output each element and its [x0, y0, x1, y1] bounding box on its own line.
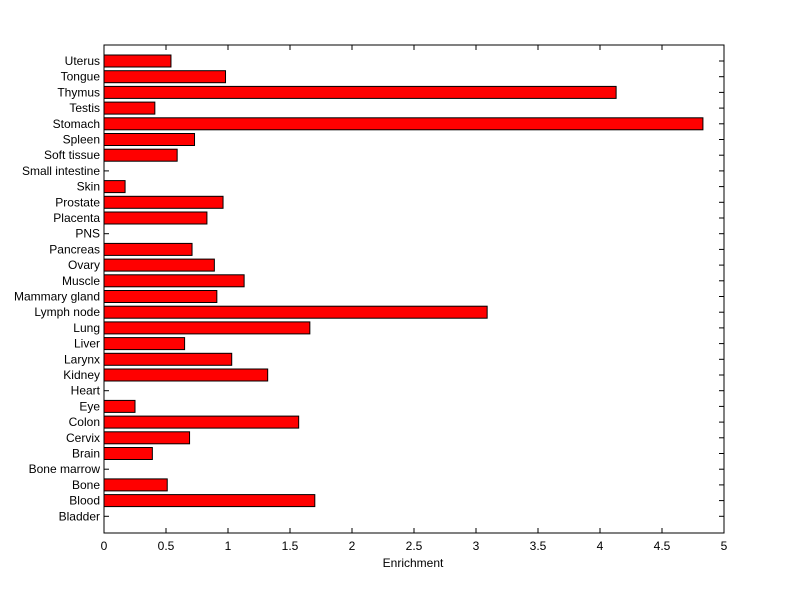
bar-brain: [103, 447, 153, 460]
category-label-ovary: Ovary: [68, 258, 100, 272]
x-tick-label: 3.5: [530, 539, 547, 553]
category-label-blood: Blood: [69, 494, 100, 508]
category-label-pancreas: Pancreas: [49, 242, 100, 256]
category-label-spleen: Spleen: [63, 133, 100, 147]
bar-ovary: [103, 258, 215, 272]
category-label-liver: Liver: [74, 337, 100, 351]
category-label-cervix: Cervix: [66, 431, 100, 445]
bar-placenta: [103, 211, 208, 225]
category-label-small-intestine: Small intestine: [22, 164, 100, 178]
bar-soft-tissue: [103, 148, 178, 162]
category-label-tongue: Tongue: [61, 70, 101, 84]
category-label-brain: Brain: [72, 447, 100, 461]
category-label-stomach: Stomach: [53, 117, 100, 131]
category-label-placenta: Placenta: [53, 211, 100, 225]
x-tick-labels: 0 0.5 1 1.5 2 2.5 3 3.5 4 4.5 5: [101, 539, 728, 553]
category-label-bone: Bone: [72, 478, 100, 492]
bar-skin: [103, 180, 126, 194]
category-label-eye: Eye: [79, 399, 100, 413]
x-axis-label: Enrichment: [383, 556, 444, 570]
bar-uterus: [103, 54, 172, 68]
category-label-uterus: Uterus: [65, 54, 100, 68]
bar-cervix: [103, 431, 191, 445]
category-label-bladder: Bladder: [59, 509, 100, 523]
bar-blood: [103, 494, 316, 508]
category-label-prostate: Prostate: [55, 195, 100, 209]
category-label-soft-tissue: Soft tissue: [44, 148, 100, 162]
category-label-testis: Testis: [69, 101, 100, 115]
bar-colon: [103, 415, 300, 429]
category-label-lung: Lung: [73, 321, 100, 335]
x-tick-label: 2: [349, 539, 356, 553]
category-label-bone-marrow: Bone marrow: [29, 462, 101, 476]
x-tick-label: 0: [101, 539, 108, 553]
bar-prostate: [103, 195, 224, 209]
category-label-colon: Colon: [69, 415, 100, 429]
bar-kidney: [103, 368, 269, 382]
x-tick-label: 2.5: [406, 539, 423, 553]
bar-thymus: [103, 85, 617, 99]
x-tick-label: 4.5: [654, 539, 671, 553]
x-tick-label: 5: [721, 539, 728, 553]
category-label-kidney: Kidney: [63, 368, 100, 382]
bar-liver: [103, 337, 186, 351]
bar-lymph-node: [103, 305, 488, 319]
bar-bone: [103, 478, 168, 492]
category-label-muscle: Muscle: [62, 274, 100, 288]
category-label-thymus: Thymus: [57, 85, 100, 99]
bars: [103, 54, 704, 508]
x-tick-label: 1.5: [282, 539, 299, 553]
category-label-skin: Skin: [77, 180, 100, 194]
bar-stomach: [103, 117, 704, 131]
bar-lung: [103, 321, 311, 335]
bar-pancreas: [103, 242, 193, 256]
x-tick-label: 1: [225, 539, 232, 553]
bar-larynx: [103, 352, 233, 366]
bar-muscle: [103, 274, 245, 288]
x-tick-label: 0.5: [158, 539, 175, 553]
category-label-mammary-gland: Mammary gland: [14, 290, 100, 304]
x-tick-label: 4: [597, 539, 604, 553]
category-label-heart: Heart: [71, 384, 101, 398]
category-label-larynx: Larynx: [64, 352, 100, 366]
category-label-pns: PNS: [75, 227, 100, 241]
bar-mammary-gland: [103, 290, 218, 303]
category-label-lymph-node: Lymph node: [34, 305, 100, 319]
x-tick-label: 3: [473, 539, 480, 553]
bar-testis: [103, 101, 156, 115]
bar-tongue: [103, 70, 227, 84]
bar-spleen: [103, 133, 196, 146]
bar-eye: [103, 399, 136, 413]
